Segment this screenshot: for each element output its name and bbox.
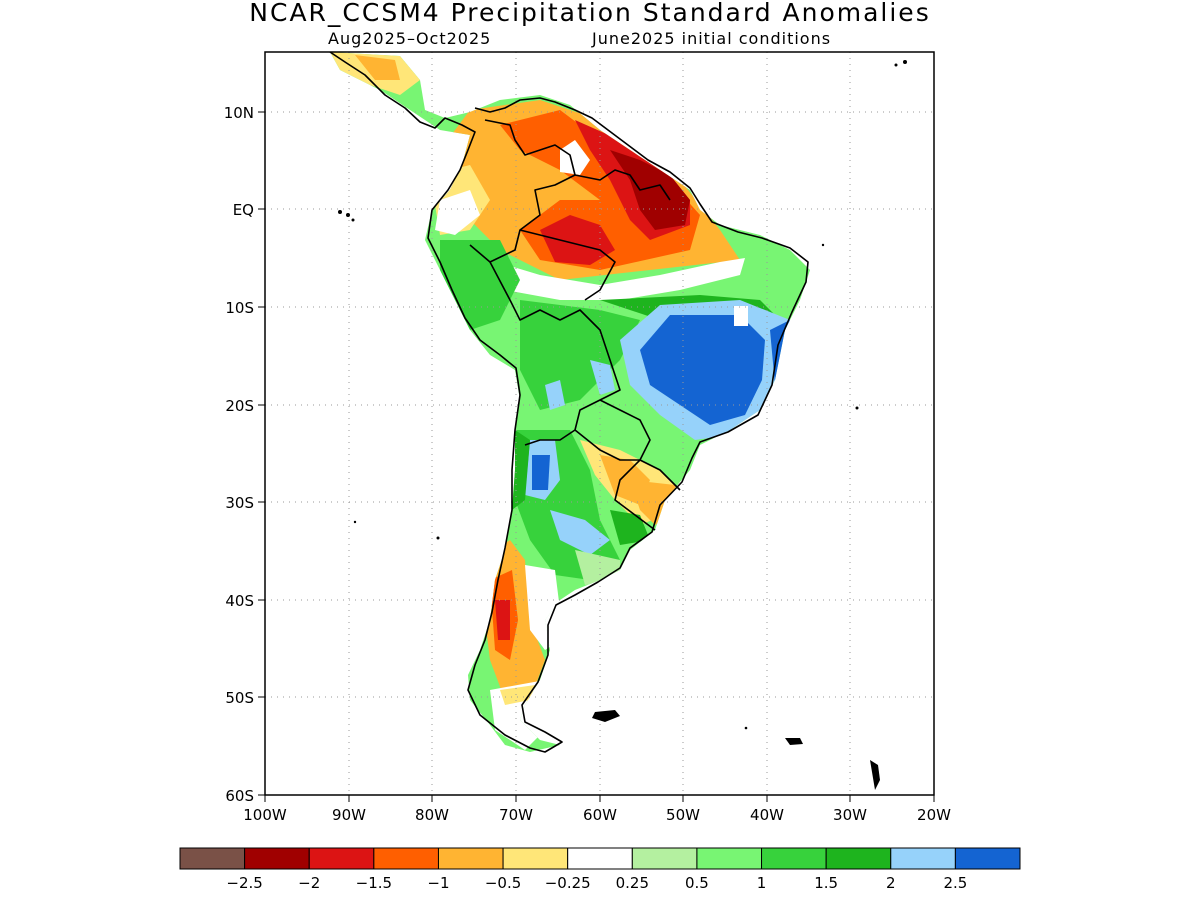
lat-label: 10S bbox=[225, 299, 254, 317]
lon-label: 90W bbox=[332, 806, 366, 824]
colorbar-label: −1 bbox=[427, 874, 449, 892]
colorbar-label: −1.5 bbox=[356, 874, 392, 892]
colorbar-label: 2 bbox=[886, 874, 896, 892]
colorbar: −2.5 −2 −1.5 −1 −0.5 −0.25 0.25 0.5 1 1.5 2 2.5 bbox=[179, 847, 1021, 892]
colorbar-label: −2 bbox=[298, 874, 320, 892]
colorbar-label: 1 bbox=[757, 874, 767, 892]
lon-label: 40W bbox=[750, 806, 784, 824]
colorbar-swatch bbox=[179, 847, 246, 870]
forecast-period: Aug2025–Oct2025 bbox=[328, 29, 492, 48]
axis-ticks bbox=[258, 111, 935, 802]
lon-label: 50W bbox=[666, 806, 700, 824]
colorbar-swatch bbox=[437, 847, 504, 870]
colorbar-swatch bbox=[890, 847, 956, 870]
colorbar-label: 1.5 bbox=[814, 874, 838, 892]
colorbar-label: −2.5 bbox=[226, 874, 262, 892]
colorbar-label: −0.5 bbox=[485, 874, 521, 892]
lon-label: 20W bbox=[917, 806, 951, 824]
colorbar-swatches bbox=[179, 847, 1021, 870]
initial-conditions: June2025 initial conditions bbox=[592, 29, 832, 48]
lon-label: 100W bbox=[243, 806, 287, 824]
latitude-labels: 10N EQ 10S 20S 30S 40S 50S 60S bbox=[224, 104, 254, 805]
lon-label: 80W bbox=[415, 806, 449, 824]
lat-label: 50S bbox=[225, 689, 254, 707]
colorbar-label: 0.25 bbox=[616, 874, 649, 892]
lat-label: 60S bbox=[225, 787, 254, 805]
lon-label: 70W bbox=[499, 806, 533, 824]
map-title: NCAR_CCSM4 Precipitation Standard Anomal… bbox=[249, 0, 931, 27]
colorbar-swatch bbox=[825, 847, 892, 870]
colorbar-swatch bbox=[567, 847, 633, 870]
lat-label: 20S bbox=[225, 397, 254, 415]
colorbar-swatch bbox=[954, 847, 1021, 870]
colorbar-swatch bbox=[373, 847, 439, 870]
colorbar-labels: −2.5 −2 −1.5 −1 −0.5 −0.25 0.25 0.5 1 1.5 2 2.5 bbox=[226, 874, 967, 892]
islands bbox=[338, 60, 907, 790]
colorbar-swatch bbox=[308, 847, 375, 870]
lat-label: 40S bbox=[225, 592, 254, 610]
colorbar-swatch bbox=[631, 847, 698, 870]
coastlines bbox=[329, 51, 809, 753]
colorbar-swatch bbox=[244, 847, 310, 870]
lon-label: 60W bbox=[583, 806, 617, 824]
colorbar-label: −0.25 bbox=[545, 874, 591, 892]
colorbar-label: 2.5 bbox=[943, 874, 967, 892]
lon-label: 30W bbox=[833, 806, 867, 824]
lat-label: EQ bbox=[233, 201, 254, 219]
colorbar-swatch bbox=[502, 847, 569, 870]
lat-label: 30S bbox=[225, 494, 254, 512]
colorbar-label: 0.5 bbox=[685, 874, 709, 892]
colorbar-swatch bbox=[761, 847, 827, 870]
colorbar-swatch bbox=[696, 847, 763, 870]
longitude-labels: 100W 90W 80W 70W 60W 50W 40W 30W 20W bbox=[243, 806, 951, 824]
lat-label: 10N bbox=[224, 104, 254, 122]
